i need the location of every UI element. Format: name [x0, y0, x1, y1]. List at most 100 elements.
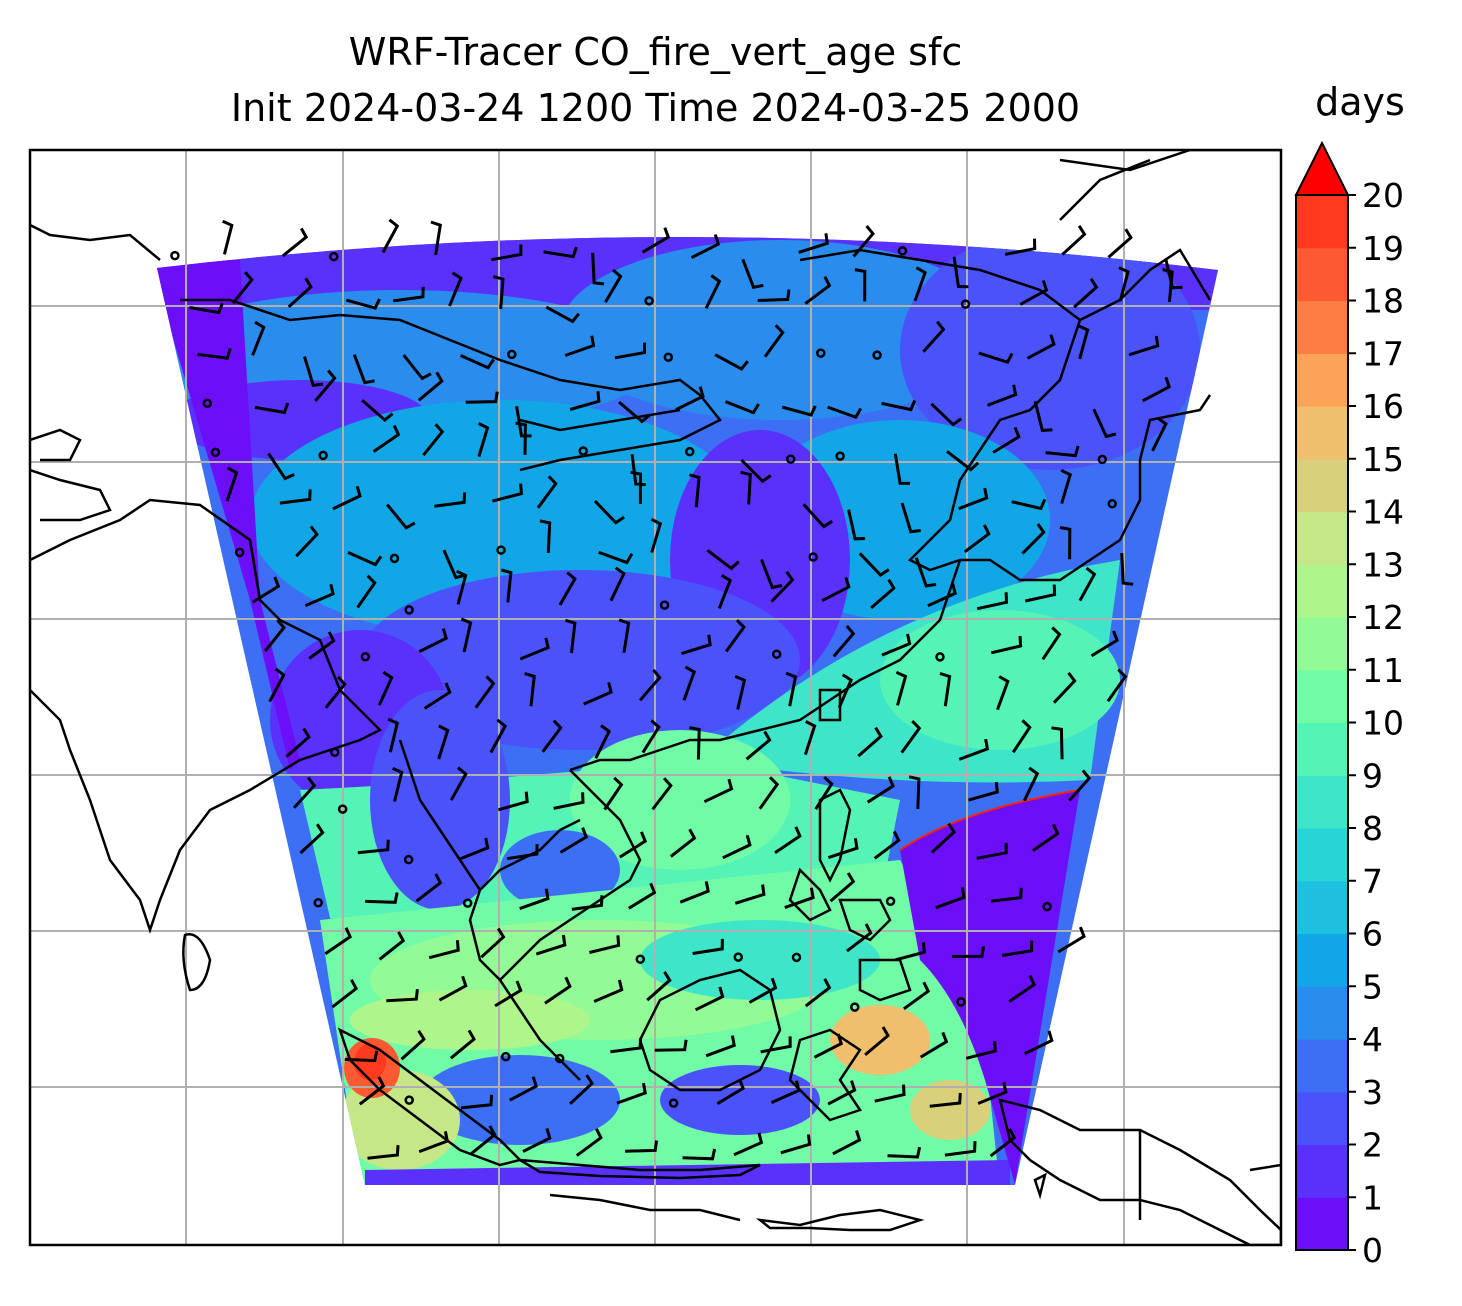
calm-wind-marker [313, 898, 323, 908]
wind-barb [304, 583, 335, 607]
wind-barb [365, 892, 399, 904]
wind-barb [781, 405, 817, 417]
wind-barb [515, 421, 527, 455]
colorbar-tick-label: 14 [1362, 493, 1404, 532]
colorbar-segment [1296, 511, 1348, 565]
wind-barb [864, 1026, 890, 1057]
wind-barb [609, 566, 626, 602]
wind-barb [614, 342, 646, 360]
wind-barb [438, 975, 468, 1002]
wind-barb [724, 400, 760, 415]
wind-barb [1021, 523, 1046, 555]
calm-wind-marker [360, 652, 371, 662]
colorbar-segment [1296, 828, 1348, 882]
wind-barb [541, 719, 563, 753]
wind-barb [986, 384, 1018, 407]
wind-barb [308, 631, 336, 660]
wind-barb [641, 719, 661, 754]
wind-barb [1068, 769, 1092, 802]
wind-barb [908, 775, 921, 809]
wind-barb [571, 895, 604, 911]
wind-barb [434, 492, 467, 508]
colorbar-segment [1296, 353, 1348, 407]
colorbar-tick-label: 18 [1362, 282, 1404, 321]
wind-barb [594, 724, 612, 759]
wind-barb [1032, 823, 1060, 852]
wind-barb [952, 256, 969, 289]
calm-wind-marker [337, 804, 348, 814]
wind-barb [946, 450, 980, 472]
calm-wind-marker [318, 450, 328, 461]
wind-barb [459, 837, 490, 861]
wind-barb [722, 834, 752, 860]
wind-barb [460, 354, 495, 370]
wind-barb [758, 776, 780, 810]
calm-wind-marker [791, 952, 802, 963]
wind-barb [500, 568, 513, 603]
wind-barb [724, 619, 746, 653]
wind-barb [992, 426, 1021, 454]
wind-barb [914, 557, 937, 588]
colorbar-segment [1296, 775, 1348, 829]
wind-barb [832, 624, 856, 658]
wind-barb [654, 1039, 688, 1052]
wind-barb [1052, 671, 1077, 704]
wind-barb [367, 1145, 400, 1160]
wind-barb [352, 354, 375, 385]
wind-barb [295, 525, 319, 558]
wind-barb [733, 1132, 764, 1157]
wind-barb [968, 781, 999, 802]
wind-barb [978, 351, 1014, 365]
wind-barb [814, 775, 834, 811]
wind-barb [381, 218, 400, 254]
calm-wind-marker [835, 451, 845, 461]
wind-barb [740, 458, 772, 484]
wind-barb [225, 466, 239, 502]
wind-barb [442, 549, 466, 580]
wind-barb [638, 668, 662, 702]
wind-barb [1026, 334, 1056, 360]
wind-barb [553, 792, 585, 810]
calm-wind-marker [663, 352, 674, 362]
wind-barb [508, 1076, 539, 1102]
calm-wind-marker [668, 1098, 679, 1108]
wind-barb [763, 324, 785, 358]
gridlines [30, 150, 1281, 1245]
calm-wind-marker [897, 246, 908, 256]
wind-barb [682, 1148, 717, 1161]
wind-barb [802, 503, 834, 529]
wind-barb [1128, 335, 1160, 357]
wind-barb [922, 320, 946, 353]
wind-barb [569, 1074, 595, 1105]
wind-barb [492, 275, 505, 310]
wind-barb [804, 276, 832, 305]
colorbar-segment [1296, 300, 1348, 354]
colorbar-segment [1296, 458, 1348, 513]
wind-barb [760, 1036, 792, 1054]
colorbar-tick-label: 8 [1362, 809, 1383, 848]
colorbar-tick-label: 4 [1362, 1020, 1383, 1059]
wind-barb [268, 667, 286, 703]
wind-barb [630, 470, 643, 505]
wind-barb [494, 980, 523, 1008]
wind-barb [734, 675, 747, 710]
colorbar-segment [1296, 1197, 1348, 1251]
wind-barb [774, 826, 802, 854]
wind-barb [1022, 766, 1040, 802]
wind-barb [741, 258, 764, 290]
wind-barb [705, 1035, 736, 1058]
colorbar-tick-label: 2 [1362, 1126, 1383, 1165]
wind-barb [681, 634, 712, 656]
wind-barb [1107, 228, 1133, 259]
wind-barb [893, 453, 911, 485]
wind-barb [690, 234, 721, 260]
wind-barb [197, 348, 232, 360]
wind-barb [1019, 280, 1049, 306]
wind-barb [299, 823, 325, 855]
wind-barb [610, 1037, 643, 1054]
wind-barb [480, 927, 506, 959]
wind-barb [423, 682, 452, 710]
wind-barb [847, 509, 866, 541]
wind-barb [873, 830, 901, 860]
